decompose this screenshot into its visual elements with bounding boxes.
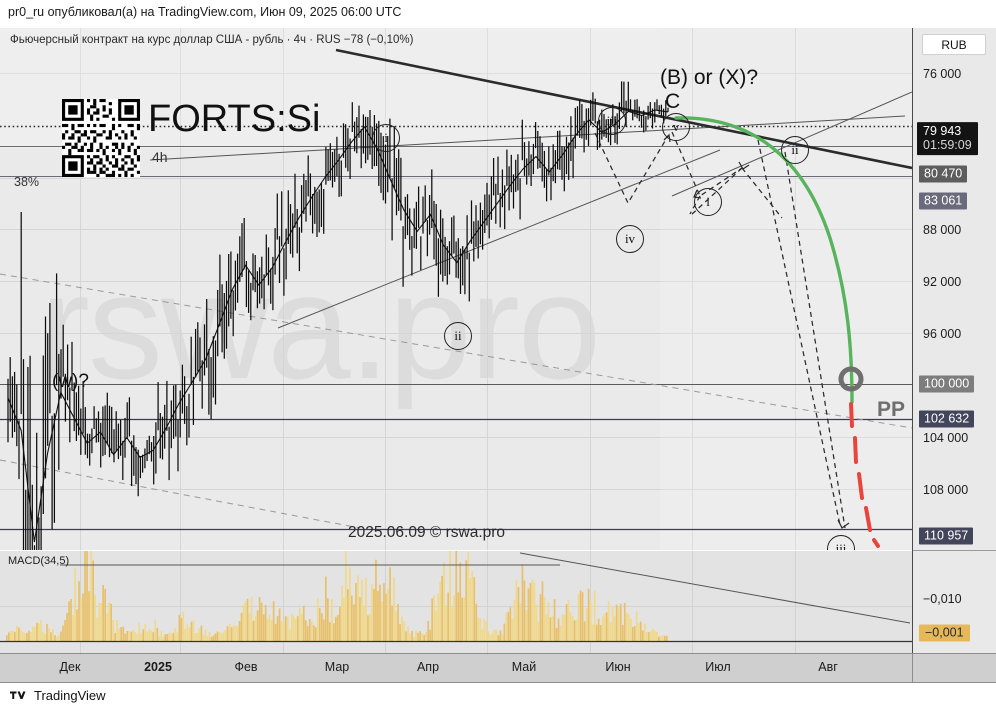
bar-countdown: 01:59:09 — [923, 138, 972, 153]
fib-38-label: 38% — [14, 175, 40, 189]
time-label-apr: Апр — [416, 660, 440, 674]
price-label-110957: 110 957 — [919, 527, 974, 545]
chart-frame: rswa.pro — [0, 28, 996, 653]
price-label-100000: 100 000 — [919, 375, 975, 393]
macd-histogram — [0, 551, 912, 643]
time-label-jun: Июн — [605, 660, 631, 674]
wave-label-i-2: i — [694, 188, 722, 216]
wave-label-i-1: i — [372, 124, 400, 152]
time-label-dec: Дек — [59, 660, 81, 674]
time-axis[interactable]: Дек 2025 Фев Мар Апр Май Июн Июл Авг — [0, 653, 996, 683]
price-tick-88000: 88 000 — [923, 223, 962, 237]
price-tick-108000: 108 000 — [923, 483, 969, 497]
macd-legend: MACD(34,5) — [8, 555, 70, 567]
price-tick-104000: 104 000 — [923, 431, 969, 445]
time-label-feb: Фев — [234, 660, 258, 674]
price-label-102632: 102 632 — [919, 410, 975, 428]
time-label-mar: Мар — [324, 660, 350, 674]
watermark: rswa.pro — [40, 242, 601, 410]
chart-legend: Фьючерсный контракт на курс доллар США -… — [10, 34, 414, 46]
time-label-may: Май — [511, 660, 537, 674]
wave-c-label: C — [665, 90, 681, 113]
publisher-line: pr0_ru опубликовал(а) на TradingView.com… — [8, 5, 402, 19]
price-tick-76000: 76 000 — [923, 67, 962, 81]
time-label-jul: Июл — [705, 660, 731, 674]
currency-badge: RUB — [922, 34, 986, 55]
time-axis-separator — [912, 654, 913, 682]
pivot-point-label: PP — [877, 398, 906, 421]
price-axis[interactable]: RUB 76 000 88 000 92 000 96 000 104 000 … — [912, 28, 996, 653]
wave-label-iii-1: iii — [598, 107, 626, 135]
tradingview-branding: TradingView — [10, 688, 106, 703]
scenario-label: (B) or (X)? — [660, 66, 759, 89]
wave-label-iv-1: iv — [616, 225, 644, 253]
time-label-2025: 2025 — [144, 660, 172, 674]
last-price-label: 79 943 01:59:09 — [917, 122, 978, 156]
price-pane[interactable]: rswa.pro — [0, 28, 912, 550]
tradingview-logo-icon — [10, 691, 26, 699]
price-levels — [0, 125, 912, 531]
tradingview-label: TradingView — [34, 688, 106, 703]
symbol-title: FORTS:Si — [148, 98, 321, 140]
wave-label-v-1: v — [662, 113, 690, 141]
copyright-label: 2025.06.09 © rswa.pro — [348, 524, 506, 541]
price-drawings — [0, 48, 912, 550]
symbol-timeframe: 4h — [152, 149, 168, 165]
macd-pane[interactable]: MACD(34,5) Дивер — [0, 551, 912, 653]
price-tick-96000: 96 000 — [923, 327, 962, 341]
wave-w-label: (w)? — [52, 371, 89, 392]
macd-current-value: −0,001 — [919, 624, 970, 642]
wave-label-ii-2: ii — [781, 136, 809, 164]
wave-label-ii-1: ii — [444, 322, 472, 350]
time-label-aug: Авг — [818, 660, 838, 674]
macd-tick-negative-010: −0,010 — [923, 592, 962, 606]
price-label-80470: 80 470 — [919, 165, 968, 183]
price-tick-92000: 92 000 — [923, 275, 962, 289]
last-price-value: 79 943 — [923, 124, 962, 139]
qr-code-icon — [62, 99, 140, 177]
price-label-83061: 83 061 — [919, 192, 968, 210]
axis-separator — [913, 550, 996, 551]
